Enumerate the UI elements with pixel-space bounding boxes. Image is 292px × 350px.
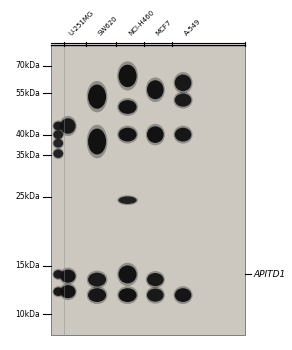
Ellipse shape [59, 283, 77, 300]
Ellipse shape [119, 100, 137, 114]
Ellipse shape [119, 196, 137, 204]
Ellipse shape [53, 138, 64, 149]
Text: A-549: A-549 [183, 18, 202, 36]
Text: U-251MG: U-251MG [68, 9, 95, 36]
Ellipse shape [146, 124, 165, 145]
Ellipse shape [87, 125, 107, 158]
Ellipse shape [88, 85, 106, 109]
Ellipse shape [117, 195, 138, 205]
Text: 15kDa: 15kDa [15, 261, 40, 270]
Ellipse shape [53, 286, 64, 297]
Ellipse shape [173, 92, 193, 108]
Ellipse shape [117, 126, 138, 144]
Text: APITD1: APITD1 [254, 270, 286, 279]
Ellipse shape [60, 285, 76, 298]
Ellipse shape [173, 126, 193, 144]
Ellipse shape [88, 288, 106, 302]
Ellipse shape [147, 288, 164, 302]
Text: 25kDa: 25kDa [15, 192, 40, 201]
Text: 70kDa: 70kDa [15, 61, 40, 70]
Ellipse shape [175, 288, 191, 302]
Text: 10kDa: 10kDa [15, 310, 40, 318]
Ellipse shape [175, 128, 191, 141]
Ellipse shape [53, 269, 64, 280]
Ellipse shape [173, 286, 193, 304]
Ellipse shape [119, 265, 137, 284]
Ellipse shape [53, 149, 63, 158]
Ellipse shape [53, 129, 64, 140]
Ellipse shape [146, 271, 165, 288]
Ellipse shape [53, 148, 64, 159]
Ellipse shape [59, 268, 77, 285]
Ellipse shape [53, 122, 63, 130]
Ellipse shape [117, 286, 138, 304]
Ellipse shape [88, 128, 106, 154]
Ellipse shape [173, 72, 193, 93]
Text: 35kDa: 35kDa [15, 151, 40, 160]
Ellipse shape [119, 288, 137, 302]
Text: NCI-H460: NCI-H460 [128, 9, 155, 36]
Ellipse shape [146, 287, 165, 304]
Ellipse shape [60, 270, 76, 283]
Ellipse shape [87, 271, 107, 288]
Ellipse shape [146, 77, 165, 102]
Text: SW620: SW620 [97, 15, 119, 36]
Ellipse shape [53, 139, 63, 148]
Ellipse shape [147, 273, 164, 286]
Ellipse shape [147, 80, 164, 99]
Ellipse shape [53, 130, 63, 139]
Ellipse shape [147, 126, 164, 143]
Ellipse shape [53, 120, 64, 132]
Ellipse shape [117, 61, 138, 91]
Ellipse shape [117, 98, 138, 116]
Ellipse shape [60, 118, 76, 134]
Text: 40kDa: 40kDa [15, 130, 40, 139]
Text: MCF7: MCF7 [155, 19, 173, 36]
Ellipse shape [119, 65, 137, 87]
Ellipse shape [87, 286, 107, 304]
Ellipse shape [53, 287, 63, 296]
Bar [51, 45, 246, 335]
Ellipse shape [59, 116, 77, 136]
Ellipse shape [88, 273, 106, 287]
Ellipse shape [87, 81, 107, 112]
Ellipse shape [53, 270, 63, 279]
Ellipse shape [119, 128, 137, 141]
Ellipse shape [117, 263, 138, 286]
Text: 55kDa: 55kDa [15, 89, 40, 98]
Ellipse shape [175, 93, 191, 107]
Ellipse shape [175, 75, 191, 91]
